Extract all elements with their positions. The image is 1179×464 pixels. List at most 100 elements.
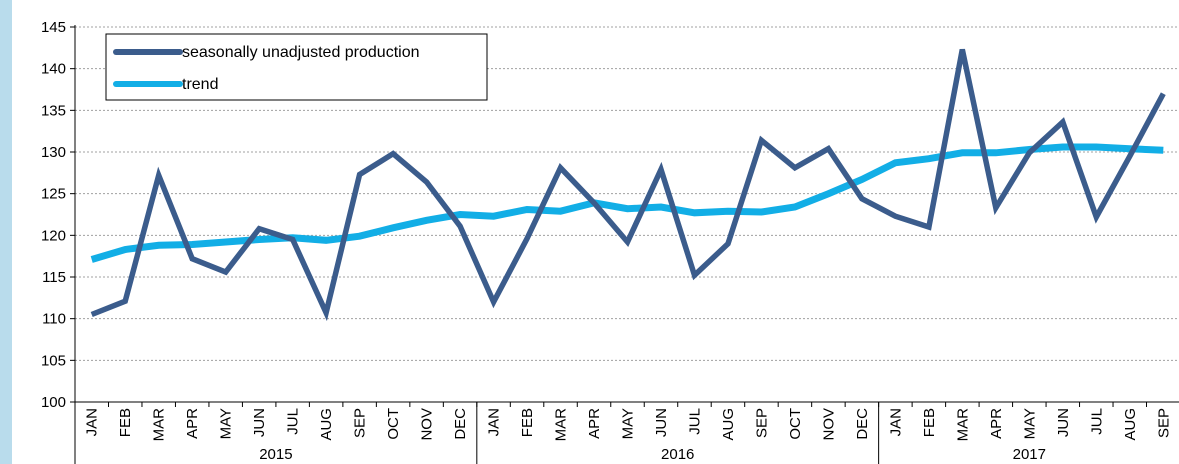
series-layer (90, 48, 1166, 322)
data-point-trend (794, 207, 795, 208)
data-point-trend (1062, 147, 1063, 148)
x-tick-label: SEP (753, 408, 770, 438)
data-point-unadjusted (928, 227, 929, 228)
data-point-unadjusted (995, 207, 996, 208)
y-tick-label: 130 (41, 144, 66, 161)
y-tick-label: 125 (41, 186, 66, 203)
x-tick-label: OCT (787, 408, 804, 440)
data-point-trend (761, 212, 762, 213)
data-point-trend (359, 236, 360, 237)
data-point-unadjusted (292, 239, 293, 240)
y-tick-label: 120 (41, 227, 66, 244)
data-point-unadjusted (761, 140, 762, 141)
legend-label-unadjusted: seasonally unadjusted production (182, 44, 420, 61)
data-point-trend (962, 152, 963, 153)
y-tick-label: 145 (41, 19, 66, 36)
data-point-unadjusted (1029, 152, 1030, 153)
x-tick-label: JAN (887, 408, 904, 436)
data-point-unadjusted (1062, 122, 1063, 123)
x-tick-label: MAY (1021, 408, 1038, 439)
data-point-unadjusted (225, 272, 226, 273)
x-tick-label: JUN (251, 408, 268, 437)
x-tick-label: JUL (686, 408, 703, 435)
data-point-trend (895, 162, 896, 163)
data-point-unadjusted (393, 153, 394, 154)
data-point-trend (928, 158, 929, 159)
side-stripe (0, 0, 12, 464)
data-point-unadjusted (158, 175, 159, 176)
x-tick-label: OCT (385, 408, 402, 440)
data-point-unadjusted (627, 242, 628, 243)
x-tick-label: SEP (352, 408, 369, 438)
data-point-unadjusted (962, 49, 963, 50)
x-tick-label: FEB (519, 408, 536, 437)
data-point-trend (192, 244, 193, 245)
data-point-unadjusted (895, 216, 896, 217)
data-point-trend (1096, 147, 1097, 148)
x-tick-label: AUG (318, 408, 335, 441)
x-tick-label: APR (586, 408, 603, 439)
data-point-trend (326, 240, 327, 241)
x-tick-label: JUL (1088, 408, 1105, 435)
x-tick-label: MAY (218, 408, 235, 439)
data-point-unadjusted (192, 258, 193, 259)
year-label: 2016 (661, 446, 694, 463)
x-tick-label: DEC (854, 408, 871, 440)
x-tick-label: AUG (1122, 408, 1139, 441)
x-tick-label: DEC (452, 408, 469, 440)
data-point-unadjusted (694, 275, 695, 276)
y-tick-label: 105 (41, 352, 66, 369)
legend-label-trend: trend (182, 76, 218, 93)
x-tick-label: MAR (151, 408, 168, 442)
year-label: 2015 (259, 446, 292, 463)
x-tick-label: AUG (720, 408, 737, 441)
x-tick-label: MAR (553, 408, 570, 442)
x-tick-label: NOV (820, 408, 837, 441)
axis-layer: 100 105 110 115 120 125 130 135 140 145 JAN FEB MAR A… (41, 19, 1179, 464)
data-point-trend (527, 209, 528, 210)
legend-box (105, 33, 488, 101)
data-point-unadjusted (1096, 217, 1097, 218)
year-label: 2017 (1013, 446, 1046, 463)
x-tick-label: JUN (653, 408, 670, 437)
grid-layer (75, 26, 1179, 361)
y-tick-label: 100 (41, 394, 66, 411)
data-point-trend (259, 239, 260, 240)
data-point-unadjusted (91, 314, 92, 315)
data-point-unadjusted (125, 301, 126, 302)
x-tick-label: MAY (620, 408, 637, 439)
x-tick-label: FEB (117, 408, 134, 437)
data-point-unadjusted (493, 302, 494, 303)
data-point-trend (393, 227, 394, 228)
x-tick-label: APR (184, 408, 201, 439)
data-point-trend (125, 249, 126, 250)
data-point-unadjusted (1129, 156, 1130, 157)
data-point-trend (426, 220, 427, 221)
data-point-unadjusted (828, 148, 829, 149)
data-point-trend (460, 214, 461, 215)
data-point-unadjusted (1163, 93, 1164, 94)
data-point-trend (728, 211, 729, 212)
y-tick-label: 140 (41, 61, 66, 78)
data-point-unadjusted (527, 238, 528, 239)
data-point-trend (627, 208, 628, 209)
x-tick-label: FEB (921, 408, 938, 437)
x-tick-label: MAR (954, 408, 971, 442)
data-point-unadjusted (359, 174, 360, 175)
data-point-trend (661, 207, 662, 208)
data-point-trend (493, 216, 494, 217)
legend: seasonally unadjusted production trend (105, 33, 488, 101)
data-point-unadjusted (560, 167, 561, 168)
data-point-unadjusted (594, 202, 595, 203)
data-point-trend (560, 211, 561, 212)
data-point-trend (1163, 150, 1164, 151)
x-tick-label: JAN (84, 408, 101, 436)
data-point-unadjusted (426, 182, 427, 183)
y-tick-label: 115 (42, 269, 66, 286)
data-point-trend (1129, 148, 1130, 149)
data-point-trend (995, 152, 996, 153)
data-point-unadjusted (326, 312, 327, 313)
data-point-trend (225, 242, 226, 243)
